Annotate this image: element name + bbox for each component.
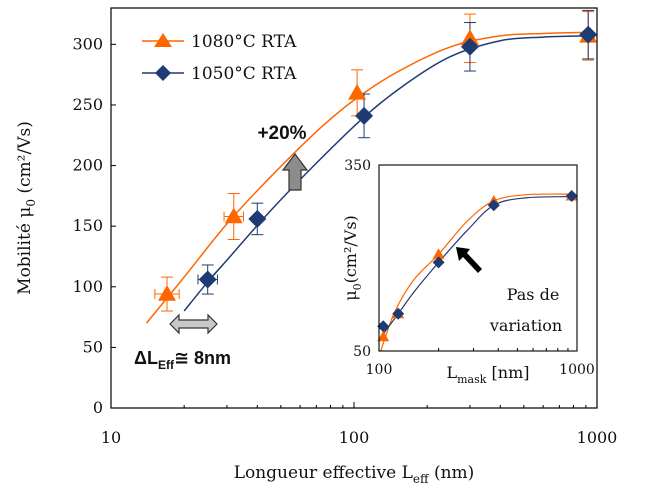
- inset-triangle-marker: [377, 330, 390, 342]
- inset-x-tick-label: 100: [366, 362, 393, 378]
- inset-diamond-marker: [392, 307, 405, 320]
- inset-triangle-marker: [432, 248, 445, 259]
- x-tick-label: 100: [339, 428, 370, 447]
- inset-note-line-2: variation: [489, 316, 562, 335]
- inset-diamond-marker: [377, 320, 390, 333]
- triangle-marker: [224, 207, 243, 224]
- inset-diamond-marker: [487, 199, 500, 212]
- diamond-marker: [355, 106, 374, 125]
- y-tick-label: 100: [72, 277, 103, 296]
- x-tick-label: 1000: [577, 428, 618, 447]
- inset-arrow-icon: [456, 247, 482, 273]
- triangle-marker: [460, 29, 479, 46]
- inset-note-line-1: Pas de: [507, 285, 560, 304]
- legend-label-1080: 1080°C RTA: [191, 32, 297, 52]
- legend: 1080°C RTA 1050°C RTA: [142, 32, 297, 84]
- x-axis-label: Longueur effective Leff (nm): [234, 463, 475, 486]
- y-tick-label: 0: [93, 398, 103, 417]
- inset-diamond-marker: [565, 190, 578, 202]
- y-tick-label: 200: [72, 156, 103, 175]
- y-tick-label: 150: [72, 216, 103, 235]
- legend-label-1050: 1050°C RTA: [191, 64, 297, 84]
- inset-plot-frame: [378, 164, 578, 352]
- diamond-marker: [579, 25, 598, 44]
- inset-series-line-0: [380, 193, 572, 352]
- inset-y-axis-label: μ0(cm²/Vs): [341, 215, 364, 301]
- improvement-label: +20%: [257, 123, 306, 144]
- inset-x-tick-label: 1000: [559, 362, 595, 378]
- series-line-0: [145, 31, 589, 324]
- diamond-marker: [248, 209, 267, 228]
- legend-diamond-marker: [155, 65, 171, 81]
- diamond-marker: [198, 270, 217, 289]
- diamond-marker: [460, 37, 479, 56]
- inset-chart: 50 350 100 1000 μ0(cm²/Vs) Lmask [nm] Pas d…: [330, 155, 595, 386]
- up-arrow-icon: [281, 153, 309, 191]
- delta-leff-annotation: ΔLEff≅ 8nm: [134, 348, 231, 372]
- x-tick-label: 10: [101, 428, 121, 447]
- inset-diamond-marker: [432, 256, 445, 269]
- y-tick-label: 50: [83, 337, 103, 356]
- inset-y-tick-label: 350: [344, 158, 371, 174]
- y-axis-label: Mobilité μ0 (cm²/Vs): [15, 121, 38, 295]
- inset-y-tick-label: 50: [353, 344, 371, 360]
- y-tick-label: 300: [72, 34, 103, 53]
- y-tick-label: 250: [72, 95, 103, 114]
- triangle-marker: [348, 83, 367, 100]
- legend-triangle-marker: [154, 33, 172, 47]
- inset-x-axis-label: Lmask [nm]: [447, 363, 530, 386]
- triangle-marker: [157, 285, 176, 301]
- double-arrow-icon: [169, 313, 218, 335]
